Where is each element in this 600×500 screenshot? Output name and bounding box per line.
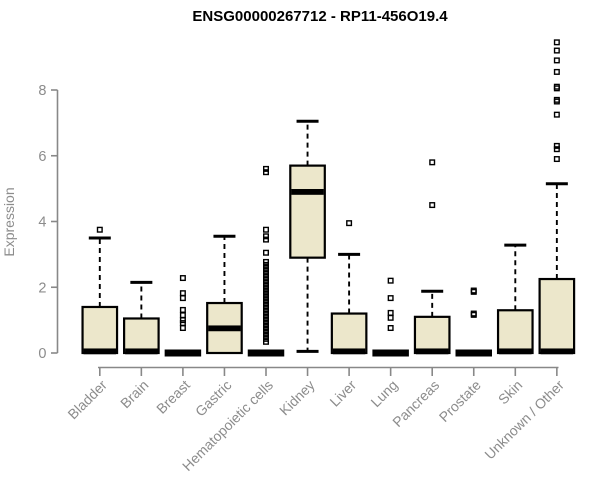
outlier-point-hematopoietic-cells [263, 249, 270, 256]
chart-title: ENSG00000267712 - RP11-456O19.4 [192, 8, 448, 25]
outlier-point-hematopoietic-cells [263, 236, 270, 243]
outlier-point-hematopoietic-cells [263, 233, 270, 240]
outlier-point-hematopoietic-cells [263, 338, 270, 345]
outlier-point-unknown-other [553, 47, 560, 54]
outlier-point-pancreas [429, 202, 436, 209]
y-tick-label: 2 [38, 280, 46, 296]
outlier-point-lung [387, 277, 394, 284]
median-line-gastric [208, 325, 241, 332]
outlier-point-breast [179, 325, 186, 332]
x-tick-label-kidney: Kidney [276, 377, 318, 419]
box-kidney [289, 164, 326, 259]
box-marks [81, 39, 576, 357]
zero-bar-breast [164, 349, 202, 357]
outlier-point-hematopoietic-cells [263, 165, 270, 172]
outlier-point-pancreas [429, 159, 436, 166]
x-tick-label-breast: Breast [153, 377, 193, 417]
median-line-kidney [291, 189, 324, 195]
y-axis-label: Expression [1, 187, 17, 256]
y-tick-label: 8 [38, 83, 46, 99]
outlier-point-unknown-other [553, 39, 560, 46]
box-brain [122, 317, 160, 355]
outlier-point-breast [179, 295, 186, 302]
outlier-point-breast [179, 290, 186, 297]
outlier-point-lung [387, 295, 394, 302]
median-line-unknown-other [540, 348, 574, 355]
outlier-point-unknown-other [553, 98, 560, 105]
median-line-liver [332, 348, 366, 355]
outlier-point-unknown-other [553, 146, 560, 153]
outlier-point-unknown-other [553, 68, 560, 75]
x-tick-label-unknown-other: Unknown / Other [481, 377, 567, 463]
median-line-pancreas [415, 348, 449, 355]
y-tick-label: 4 [38, 215, 46, 231]
outlier-point-unknown-other [553, 111, 560, 118]
outlier-point-prostate [470, 311, 477, 318]
median-line-skin [499, 348, 532, 355]
outlier-point-lung [387, 325, 394, 332]
median-line-bladder [83, 348, 117, 355]
outlier-point-lung [387, 314, 394, 321]
x-tick-label-liver: Liver [326, 377, 359, 410]
outlier-point-lung [387, 309, 394, 316]
zero-bar-lung [372, 349, 409, 357]
outlier-point-breast [179, 275, 186, 282]
outlier-point-prostate [470, 288, 477, 295]
outlier-point-unknown-other [553, 156, 560, 163]
outlier-point-unknown-other [553, 85, 560, 92]
outlier-point-hematopoietic-cells [263, 169, 270, 176]
outlier-point-liver [346, 220, 353, 227]
x-tick-label-prostate: Prostate [436, 377, 484, 425]
y-tick-label: 6 [38, 149, 46, 165]
outlier-point-breast [179, 306, 186, 313]
outlier-point-unknown-other [553, 142, 560, 149]
box-liver [330, 312, 368, 355]
outlier-point-bladder [96, 226, 103, 233]
x-tick-label-skin: Skin [495, 377, 526, 408]
zero-bar-prostate [455, 349, 492, 357]
outlier-point-breast [179, 312, 186, 319]
box-skin [496, 309, 534, 355]
zero-bar-hematopoietic-cells [247, 349, 285, 357]
outlier-point-unknown-other [553, 57, 560, 64]
outlier-point-hematopoietic-cells [263, 226, 270, 233]
y-tick-label: 0 [38, 346, 46, 362]
x-tick-label-brain: Brain [117, 377, 151, 411]
box-bladder [81, 305, 119, 355]
x-tick-label-lung: Lung [367, 377, 400, 410]
box-unknown-other [538, 277, 576, 355]
box-pancreas [413, 315, 451, 355]
median-line-brain [125, 348, 158, 355]
x-tick-label-bladder: Bladder [64, 377, 110, 423]
